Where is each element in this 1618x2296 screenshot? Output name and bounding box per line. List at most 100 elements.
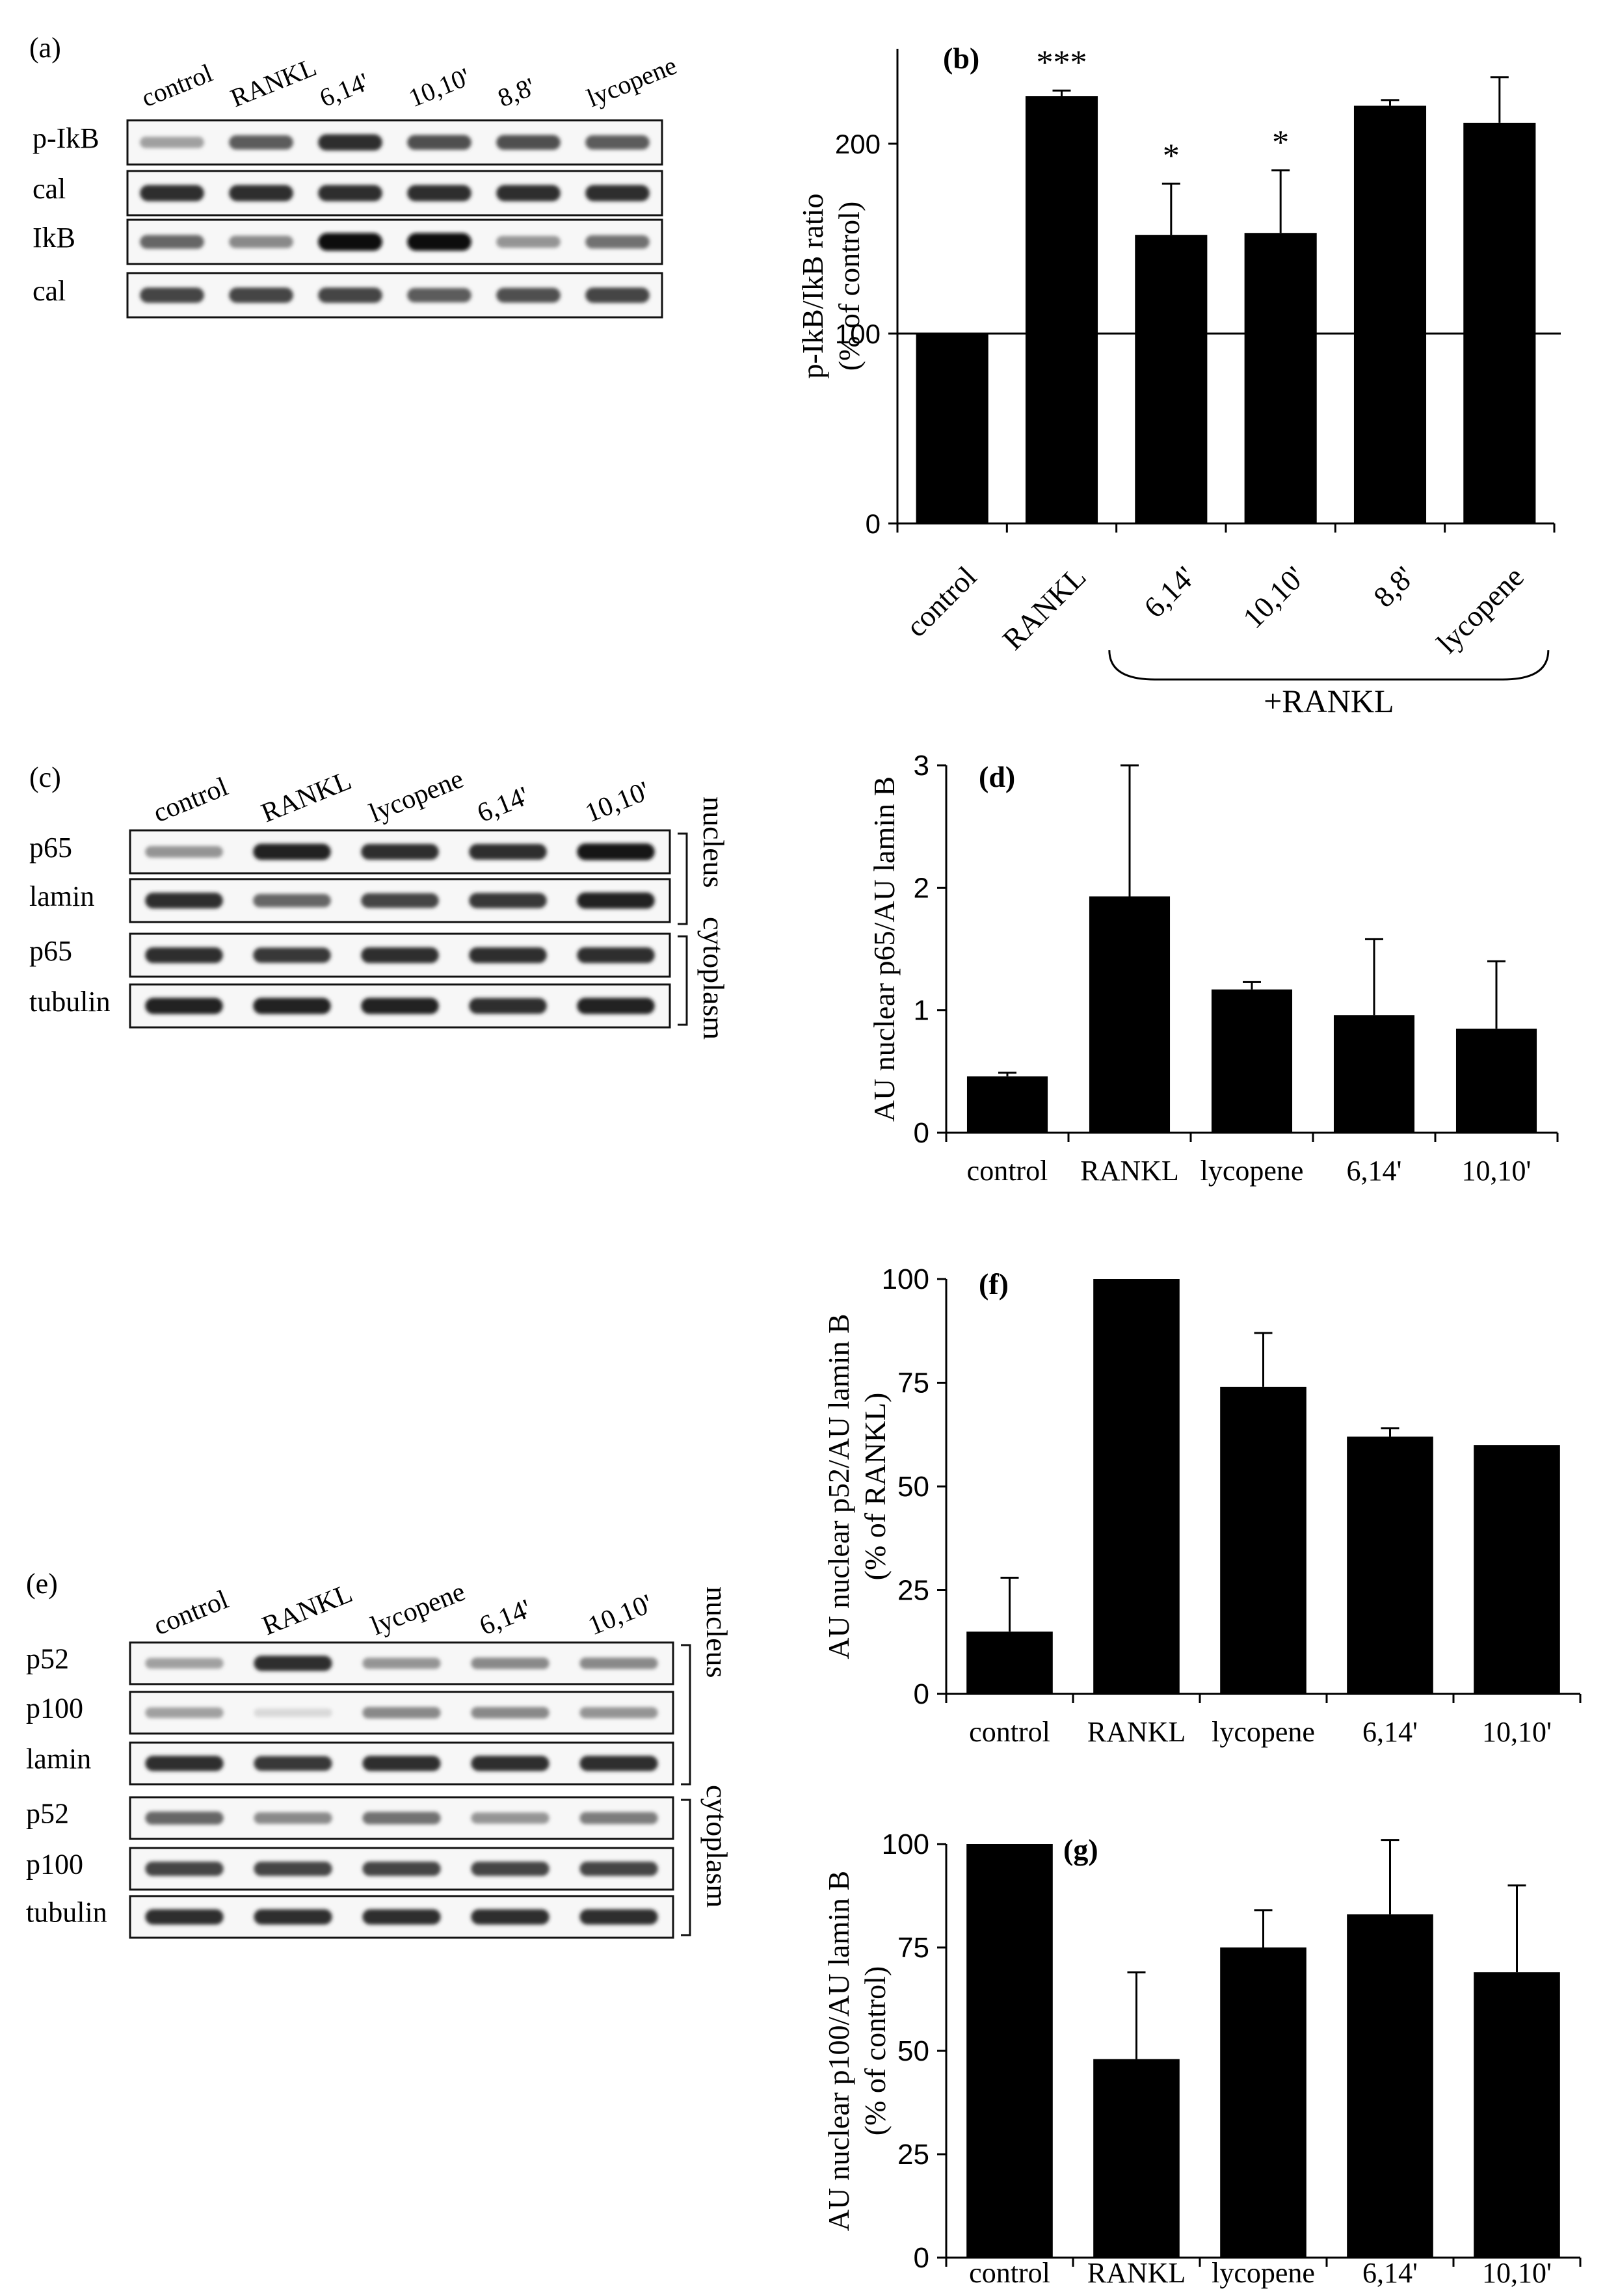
blot-band	[253, 843, 331, 860]
blot-band	[253, 947, 331, 963]
y-axis-label: (% of control)	[858, 1966, 892, 2136]
y-axis-label: AU nuclear p52/AU lamin B	[822, 1313, 855, 1659]
row-label: cal	[33, 173, 66, 205]
lane-label: 10,10'	[584, 1589, 657, 1641]
blot-band	[469, 997, 547, 1014]
lane-label: 8,8'	[494, 72, 539, 112]
row-label: p52	[26, 1798, 69, 1830]
blot-band	[362, 1909, 441, 1925]
bar	[1463, 122, 1536, 523]
lane-label: RANKL	[226, 52, 321, 112]
blot-band	[585, 235, 650, 249]
blot-band	[253, 893, 331, 908]
y-tick-label: 0	[914, 1117, 929, 1149]
blot-band	[579, 1756, 658, 1771]
blot-panel-c: (c) control RANKL lycopene 6,14' 10,10' p65 lam…	[29, 761, 730, 1040]
bar	[1220, 1386, 1306, 1694]
category-label: 8,8'	[1367, 560, 1421, 614]
bracket-label: nucleus	[700, 1587, 734, 1678]
category-label: RANKL	[996, 560, 1092, 656]
blot-band	[496, 185, 561, 202]
y-tick-label: 50	[897, 1471, 929, 1503]
blot-band	[318, 185, 382, 202]
blot-band	[579, 1657, 658, 1669]
panel-label: (c)	[29, 761, 61, 793]
category-label: lycopene	[1212, 2257, 1315, 2289]
panel-label: (a)	[29, 32, 61, 64]
blot-band	[407, 233, 471, 251]
category-label: 10,10'	[1462, 1155, 1532, 1187]
significance-mark: ***	[1037, 44, 1087, 81]
lane-label: lycopene	[365, 764, 468, 828]
blot-band	[229, 185, 293, 202]
lane-label: RANKL	[258, 1578, 356, 1641]
y-tick-label: 100	[835, 319, 881, 349]
lane-label: control	[150, 772, 233, 828]
y-tick-label: 50	[897, 2035, 929, 2067]
y-axis-label: (% of RANKL)	[858, 1393, 892, 1581]
blot-band	[361, 947, 439, 964]
blot-band	[145, 846, 223, 858]
category-label: RANKL	[1080, 1155, 1179, 1187]
lane-label: RANKL	[258, 765, 356, 828]
blot-band	[229, 135, 293, 150]
category-label: RANKL	[1087, 1716, 1186, 1748]
y-tick-label: 25	[897, 1575, 929, 1607]
category-label: 6,14'	[1362, 2257, 1418, 2289]
y-tick-label: 100	[882, 1828, 929, 1860]
bar	[966, 1631, 1053, 1694]
blot-band	[407, 185, 471, 202]
blot-band	[496, 235, 561, 248]
category-label: lycopene	[1212, 1716, 1315, 1748]
chart-f: 0 25 50 75 100 control RANKL lycopene 6,14' 10,10…	[822, 1263, 1582, 1748]
blot-band	[254, 1756, 332, 1771]
bar	[1025, 96, 1098, 523]
row-label: p52	[26, 1643, 69, 1675]
blot-band	[145, 1909, 224, 1925]
category-label: 10,10'	[1482, 2257, 1552, 2289]
lane-label: control	[150, 1585, 233, 1641]
blot-strip	[126, 170, 663, 217]
y-axis-label: p-IkB/IkB ratio	[796, 194, 829, 379]
row-label: tubulin	[26, 1897, 107, 1929]
blot-band	[361, 893, 439, 908]
blot-band	[471, 1909, 550, 1925]
bar	[1135, 235, 1208, 523]
category-label: RANKL	[1087, 2257, 1186, 2289]
blot-band	[253, 997, 331, 1014]
y-tick-label: 75	[897, 1932, 929, 1964]
y-axis-label: (% of control)	[832, 202, 866, 371]
y-axis-label: AU nuclear p65/AU lamin B	[868, 776, 901, 1122]
bracket-label: nucleus	[697, 797, 730, 888]
lane-label: lycopene	[583, 51, 681, 113]
blot-band	[145, 1861, 224, 1877]
category-label: 10,10'	[1482, 1716, 1552, 1748]
y-tick-label: 100	[882, 1263, 929, 1295]
bar	[916, 334, 988, 523]
panel-label: (g)	[1063, 1833, 1098, 1866]
blot-band	[361, 997, 439, 1014]
category-label: 10,10'	[1236, 560, 1311, 635]
row-label: p100	[26, 1849, 83, 1880]
blot-band	[362, 1657, 441, 1669]
y-axis-label: AU nuclear p100/AU lamin B	[822, 1871, 855, 2231]
blot-strip	[126, 272, 663, 319]
y-tick-label: 1	[914, 995, 929, 1027]
blot-band	[471, 1756, 550, 1771]
blot-band	[471, 1861, 550, 1877]
row-label: p65	[29, 832, 72, 864]
bar	[1089, 896, 1171, 1133]
blot-band	[577, 947, 655, 964]
row-label: p65	[29, 935, 72, 967]
blot-band	[140, 235, 204, 249]
chart-d: 0 1 2 3 control RANKL lycopene 6,14' 10,10' AU nu…	[868, 750, 1559, 1187]
blot-band	[579, 1707, 658, 1719]
y-tick-label: 200	[835, 129, 881, 159]
blot-band	[145, 1812, 224, 1825]
blot-band	[254, 1812, 332, 1824]
bar	[1093, 2059, 1180, 2258]
bar	[1353, 105, 1427, 524]
lane-label: control	[137, 58, 217, 112]
